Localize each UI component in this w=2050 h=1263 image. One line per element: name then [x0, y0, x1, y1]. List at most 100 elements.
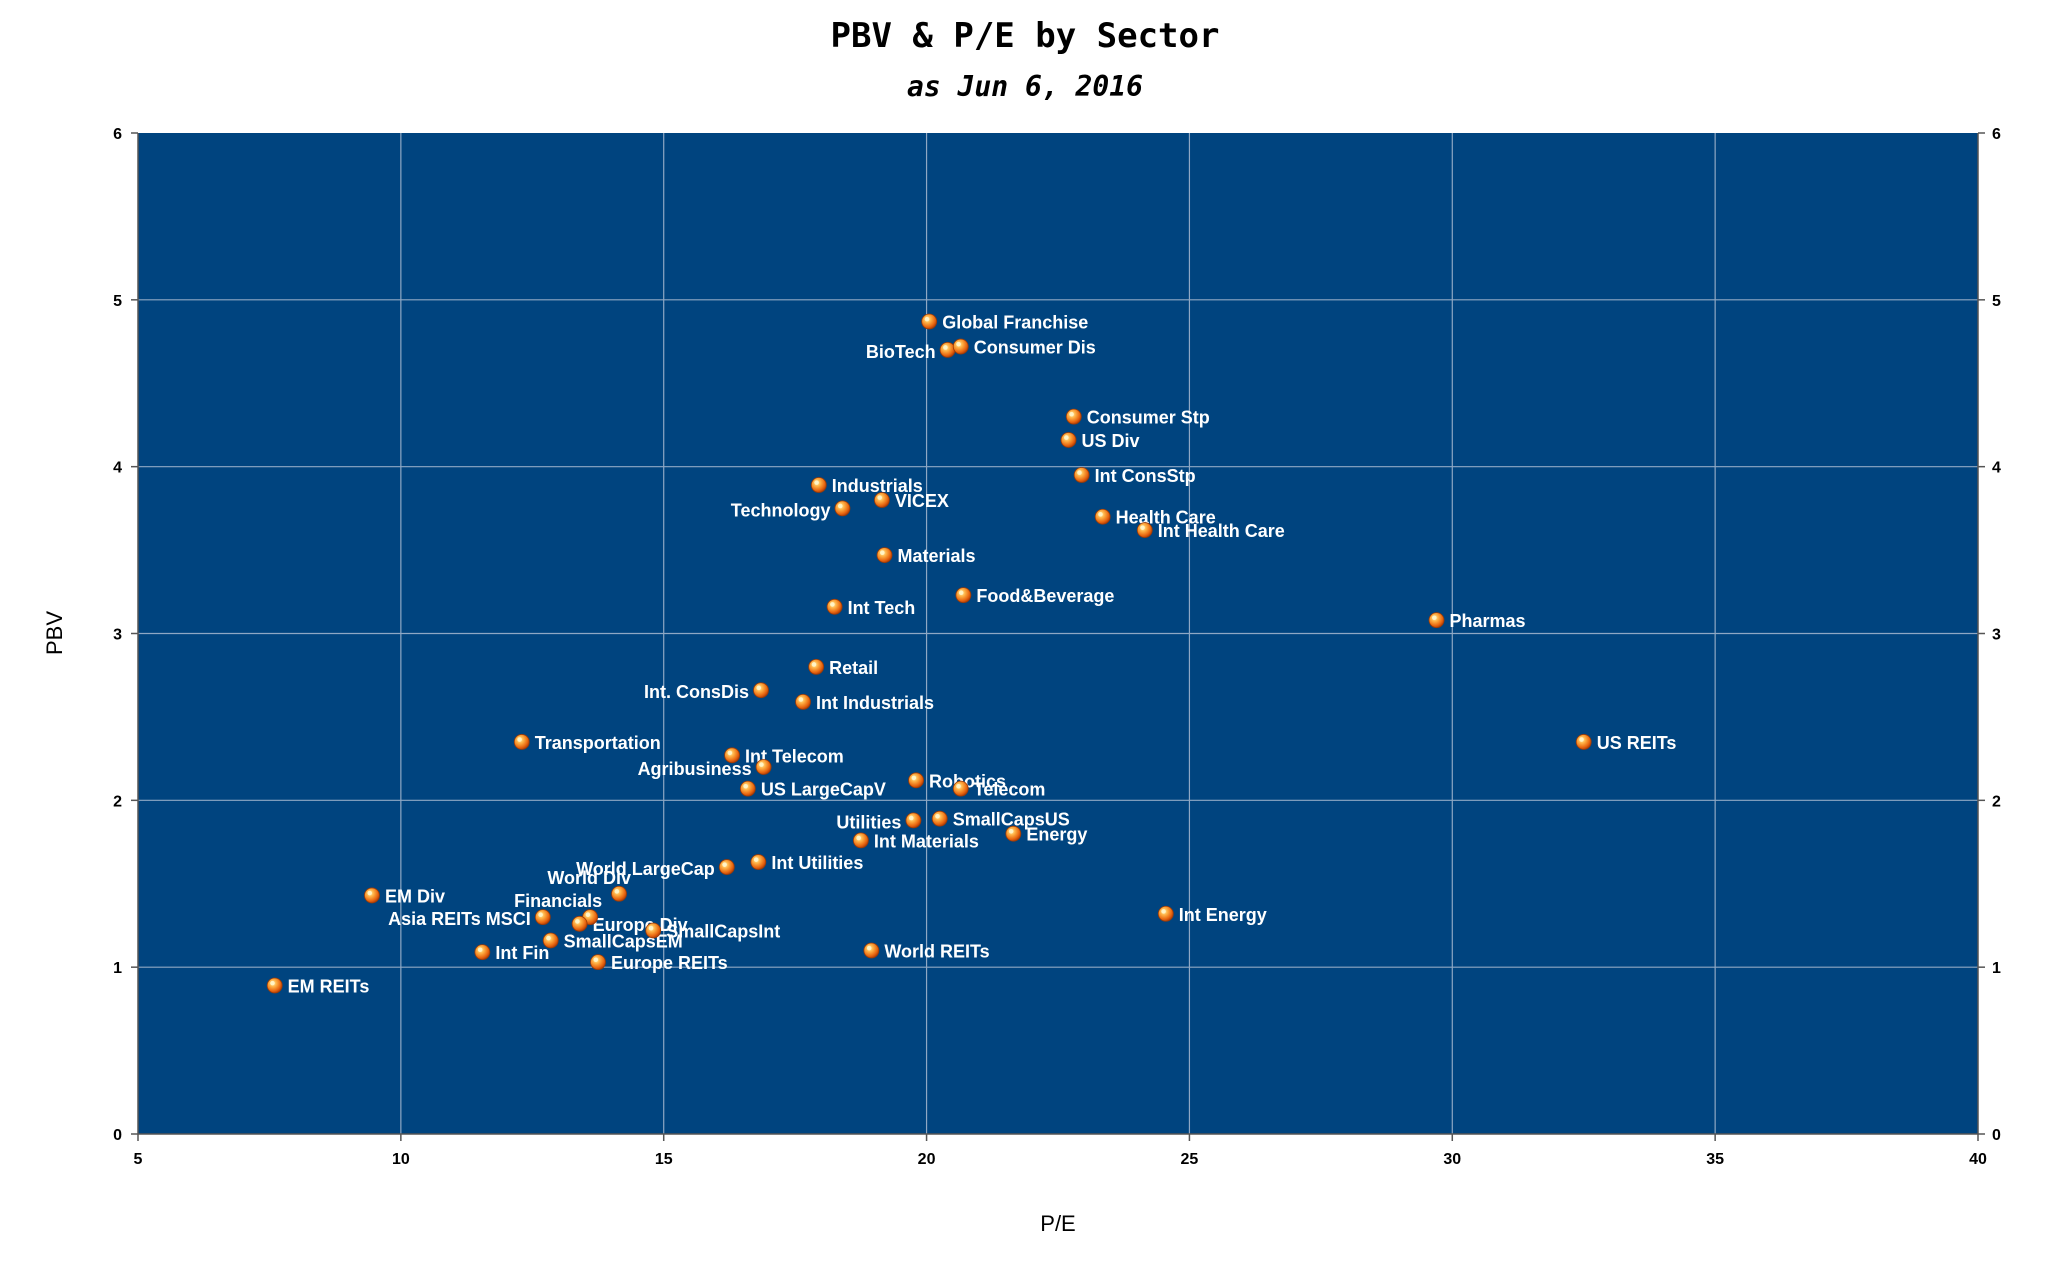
data-point [513, 734, 530, 750]
data-point-marker [513, 734, 530, 750]
data-point-marker [921, 313, 938, 330]
data-point-highlight [798, 697, 804, 702]
point-label: Transportation [535, 733, 661, 753]
data-point-highlight [911, 775, 917, 781]
data-point-highlight [727, 750, 733, 756]
point-label: Asia REITs MSCI [388, 909, 531, 929]
data-point [611, 885, 627, 902]
data-point-highlight [1008, 829, 1014, 834]
point-label: Int Materials [874, 831, 979, 851]
data-point-marker [1005, 825, 1022, 842]
y2-tick-label: 2 [1992, 793, 2001, 810]
data-point-marker [939, 341, 956, 358]
data-point-highlight [856, 835, 861, 841]
data-point [1073, 467, 1090, 483]
data-point-highlight [270, 980, 275, 986]
data-point [718, 859, 735, 875]
data-point-marker [1065, 408, 1082, 425]
data-point [952, 780, 969, 797]
data-point [795, 694, 811, 710]
y-tick-label: 5 [113, 293, 122, 310]
data-point-marker [876, 547, 893, 563]
data-point-marker [955, 587, 972, 604]
point-label: US Div [1082, 431, 1140, 451]
point-label: Int Fin [495, 943, 549, 963]
data-point-highlight [1098, 512, 1103, 517]
data-point-highlight [1579, 737, 1584, 742]
data-point [1157, 905, 1174, 922]
data-point-highlight [743, 783, 748, 789]
tick-labels: 5 10 15 20 25 30 35 40 0 0 1 1 2 2 3 3 4 4 5 5 6 6 [113, 126, 2001, 1168]
x-tick-label: 30 [1443, 1151, 1461, 1168]
point-label: Retail [829, 658, 878, 678]
data-point [939, 341, 956, 358]
point-label: US LargeCapV [761, 780, 886, 800]
data-points [266, 313, 1592, 994]
data-point [266, 977, 283, 994]
x-tick-label: 5 [134, 1151, 143, 1168]
y-tick-label: 1 [113, 960, 122, 977]
data-point [921, 313, 938, 330]
x-tick-label: 10 [392, 1151, 410, 1168]
data-point-highlight [908, 815, 914, 821]
data-point [834, 500, 851, 517]
data-point-marker [905, 812, 922, 829]
y-axis-title: PBV [42, 611, 67, 655]
data-point [808, 658, 825, 675]
data-point-highlight [756, 685, 762, 691]
y2-tick-label: 6 [1992, 126, 2001, 143]
data-point-highlight [575, 919, 580, 924]
data-point [1065, 408, 1082, 425]
data-point-marker [908, 772, 924, 789]
data-point [724, 747, 740, 764]
data-point-marker [571, 915, 588, 932]
data-point-highlight [814, 480, 819, 485]
y-tick-label: 2 [113, 793, 122, 810]
data-point-highlight [924, 316, 930, 322]
point-label: Food&Beverage [976, 586, 1114, 606]
y2-tick-label: 4 [1992, 460, 2001, 477]
data-point-highlight [935, 813, 940, 819]
data-point-marker [474, 944, 491, 961]
point-label: SmallCapsInt [666, 921, 780, 941]
data-point-marker [1428, 612, 1445, 629]
data-point-marker [266, 977, 283, 994]
data-point [755, 759, 772, 775]
x-tick-label: 35 [1706, 1151, 1724, 1168]
data-point-highlight [1069, 411, 1074, 417]
point-label: World LargeCap [576, 859, 715, 879]
point-label: Telecom [974, 780, 1046, 800]
data-point-marker [590, 954, 606, 971]
data-point [810, 477, 827, 493]
data-point-marker [1136, 522, 1153, 538]
data-point-highlight [877, 495, 882, 500]
point-label: Technology [731, 500, 831, 520]
data-point-highlight [1161, 909, 1166, 914]
data-point-highlight [614, 889, 620, 894]
data-point-marker [1157, 905, 1174, 922]
data-point-marker [1575, 734, 1592, 750]
point-label: Materials [898, 546, 976, 566]
y2-tick-label: 1 [1992, 960, 2001, 977]
data-point-highlight [477, 947, 483, 953]
data-point [1094, 508, 1111, 525]
point-label: SmallCapsEM [564, 931, 683, 951]
data-point-marker [611, 885, 627, 902]
data-point-marker [724, 747, 740, 764]
point-label: VICEX [895, 491, 949, 511]
data-point [1428, 612, 1445, 629]
data-point [908, 772, 924, 789]
data-point-marker [1060, 432, 1077, 448]
x-axis-title: P/E [1040, 1211, 1075, 1236]
data-point-marker [750, 854, 767, 870]
data-point [474, 944, 491, 961]
data-point-marker [873, 492, 890, 508]
y2-tick-label: 5 [1992, 293, 2001, 310]
chart-title: PBV & P/E by Sector [831, 16, 1220, 56]
data-point-highlight [811, 662, 817, 667]
data-point-highlight [1140, 525, 1145, 530]
y-tick-label: 6 [113, 126, 122, 143]
data-point-highlight [837, 503, 843, 509]
y2-tick-label: 0 [1992, 1127, 2001, 1144]
data-point [750, 854, 767, 870]
